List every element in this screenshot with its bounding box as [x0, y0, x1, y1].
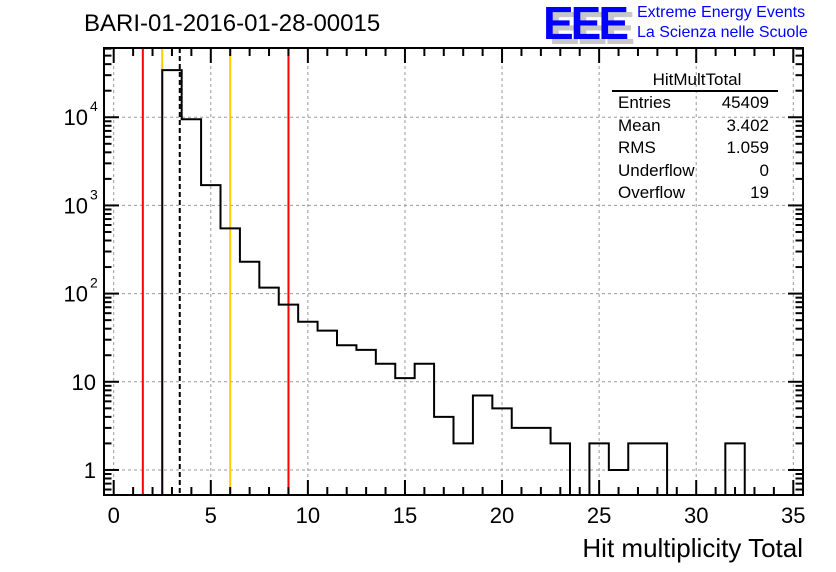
- y-tick-label: 10: [72, 370, 96, 395]
- stats-row: Underflow 0: [612, 160, 778, 183]
- x-tick-label: 15: [393, 503, 417, 528]
- y-tick-label: 1: [84, 458, 96, 483]
- stats-label: Entries: [618, 93, 671, 112]
- eee-logo: EEE: [543, 0, 633, 49]
- stats-box: HitMultTotal Entries 45409 Mean 3.402 RMS 1.0…: [612, 70, 778, 205]
- stats-label: Underflow: [618, 160, 695, 180]
- histogram-line: [161, 69, 746, 496]
- y-tick-label: 10: [64, 193, 88, 218]
- stats-label: Overflow: [618, 183, 686, 203]
- logo-line2: La Scienza nelle Scuole: [637, 24, 808, 41]
- stats-value: 0: [759, 160, 769, 180]
- x-axis-label: Hit multiplicity Total: [582, 533, 803, 563]
- stats-value: 45409: [721, 93, 769, 112]
- stats-value: 1.059: [726, 138, 769, 158]
- y-tick-label: 10: [64, 105, 88, 130]
- logo-line1: Extreme Energy Events: [637, 4, 806, 21]
- stats-row: Entries 45409: [612, 92, 778, 115]
- stats-row: Overflow 19: [612, 182, 778, 205]
- stats-row: RMS 1.059: [612, 137, 778, 160]
- stats-value: 19: [750, 183, 769, 203]
- logo-text: Extreme Energy Events La Scienza nelle S…: [637, 3, 808, 43]
- y-tick-label: 10: [64, 282, 88, 307]
- plot-frame: [103, 47, 804, 496]
- x-tick-label: 10: [296, 503, 320, 528]
- x-tick-label: 30: [684, 503, 708, 528]
- stats-row: Mean 3.402: [612, 115, 778, 138]
- y-tick-exponent: 4: [90, 98, 98, 114]
- logo-mark: EEE: [543, 0, 629, 49]
- y-tick-exponent: 3: [90, 186, 98, 202]
- x-tick-label: 35: [781, 503, 805, 528]
- x-tick-label: 20: [490, 503, 514, 528]
- stats-value: 3.402: [726, 115, 769, 135]
- y-tick-exponent: 2: [90, 275, 98, 291]
- x-tick-label: 25: [587, 503, 611, 528]
- stats-title: HitMultTotal: [612, 70, 778, 92]
- x-tick-label: 5: [205, 503, 217, 528]
- chart-title: BARI-01-2016-01-28-00015: [84, 10, 381, 37]
- stats-label: Mean: [618, 115, 661, 135]
- x-tick-label: 0: [108, 503, 120, 528]
- stats-label: RMS: [618, 138, 656, 158]
